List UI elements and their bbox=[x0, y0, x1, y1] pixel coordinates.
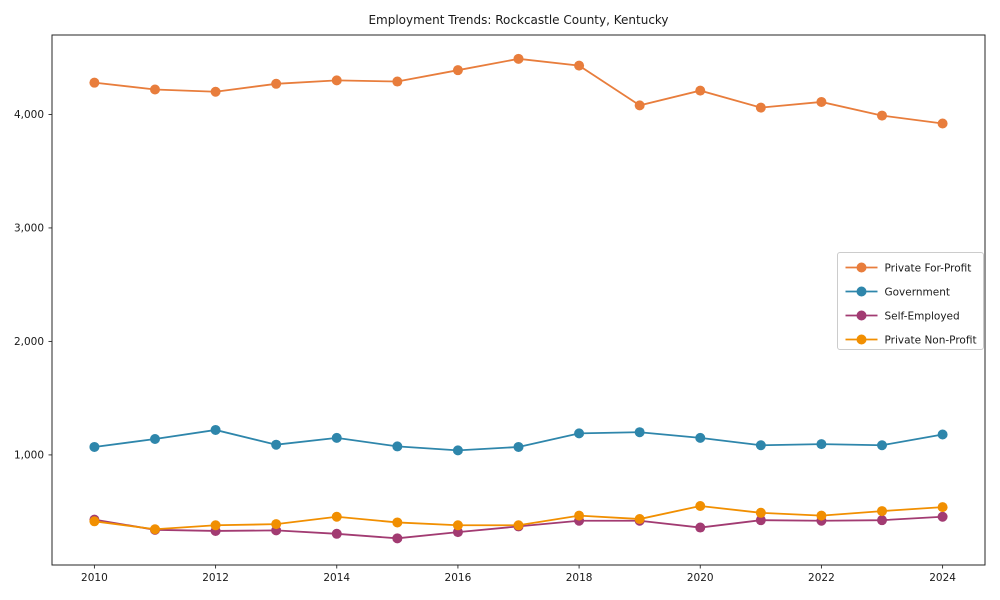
data-point bbox=[877, 440, 888, 451]
legend-label: Private For-Profit bbox=[885, 262, 972, 274]
data-point bbox=[392, 517, 403, 528]
data-point bbox=[513, 441, 524, 452]
x-tick-label: 2014 bbox=[323, 572, 350, 584]
data-point bbox=[695, 500, 706, 511]
data-point bbox=[149, 524, 160, 535]
plot-border bbox=[51, 34, 986, 566]
data-point bbox=[755, 515, 766, 526]
data-point bbox=[392, 533, 403, 544]
data-point bbox=[513, 53, 524, 64]
data-point bbox=[331, 75, 342, 86]
data-point bbox=[937, 118, 948, 129]
y-tick-label: 2,000 bbox=[14, 336, 44, 348]
series-private-for-profit bbox=[89, 53, 948, 129]
legend-box bbox=[837, 252, 984, 350]
data-point bbox=[937, 502, 948, 513]
data-point bbox=[452, 520, 463, 531]
data-point bbox=[89, 441, 100, 452]
data-point bbox=[271, 78, 282, 89]
data-point bbox=[271, 439, 282, 450]
legend-entry: Private Non-Profit bbox=[845, 334, 977, 346]
data-point bbox=[513, 520, 524, 531]
data-point bbox=[452, 445, 463, 456]
legend-marker-dot bbox=[856, 286, 867, 297]
data-point bbox=[392, 76, 403, 87]
data-point bbox=[574, 428, 585, 439]
series-private-non-profit bbox=[89, 500, 948, 535]
data-point bbox=[574, 60, 585, 71]
legend-marker-dot bbox=[856, 262, 867, 273]
data-point bbox=[877, 506, 888, 517]
data-point bbox=[89, 516, 100, 527]
data-point bbox=[149, 84, 160, 95]
data-point bbox=[937, 511, 948, 522]
data-point bbox=[816, 510, 827, 521]
data-point bbox=[755, 440, 766, 451]
data-point bbox=[574, 510, 585, 521]
data-point bbox=[392, 441, 403, 452]
data-point bbox=[634, 100, 645, 111]
chart-title: Employment Trends: Rockcastle County, Ke… bbox=[368, 13, 668, 27]
y-tick-label: 3,000 bbox=[14, 223, 44, 235]
x-tick-label: 2022 bbox=[808, 572, 835, 584]
data-point bbox=[331, 511, 342, 522]
x-tick-label: 2020 bbox=[687, 572, 714, 584]
data-point bbox=[210, 86, 221, 97]
legend: Private For-Profit Government Self-Employe… bbox=[837, 252, 984, 350]
data-point bbox=[452, 65, 463, 76]
x-tick-label: 2018 bbox=[566, 572, 593, 584]
legend-entry: Government bbox=[845, 286, 950, 298]
data-point bbox=[755, 507, 766, 518]
legend-marker-dot bbox=[856, 334, 867, 345]
data-point bbox=[210, 424, 221, 435]
y-axis: 1,000 2,000 3,000 4,000 bbox=[14, 109, 52, 462]
data-point bbox=[695, 432, 706, 443]
x-tick-label: 2012 bbox=[202, 572, 229, 584]
data-point bbox=[331, 528, 342, 539]
data-point bbox=[755, 102, 766, 113]
legend-entry: Self-Employed bbox=[845, 310, 960, 322]
legend-entry: Private For-Profit bbox=[845, 262, 972, 274]
legend-marker-dot bbox=[856, 310, 867, 321]
data-point bbox=[877, 515, 888, 526]
legend-label: Private Non-Profit bbox=[885, 334, 977, 346]
y-tick-label: 1,000 bbox=[14, 450, 44, 462]
legend-label: Government bbox=[885, 286, 950, 298]
data-point bbox=[149, 434, 160, 445]
data-point bbox=[271, 519, 282, 530]
x-tick-label: 2010 bbox=[81, 572, 108, 584]
x-axis: 2010 2012 2014 2016 2018 2020 2022 2024 bbox=[81, 565, 956, 584]
series-line bbox=[94, 57, 943, 125]
x-tick-label: 2016 bbox=[445, 572, 472, 584]
series-government bbox=[89, 424, 948, 456]
data-point bbox=[695, 522, 706, 533]
data-point bbox=[634, 514, 645, 525]
legend-label: Self-Employed bbox=[885, 310, 960, 322]
data-point bbox=[937, 429, 948, 440]
data-point bbox=[331, 432, 342, 443]
y-tick-label: 4,000 bbox=[14, 109, 44, 121]
data-point bbox=[210, 520, 221, 531]
data-point bbox=[816, 439, 827, 450]
data-point bbox=[89, 77, 100, 88]
data-point bbox=[877, 110, 888, 121]
data-point bbox=[634, 427, 645, 438]
data-point bbox=[816, 96, 827, 107]
x-tick-label: 2024 bbox=[929, 572, 956, 584]
data-point bbox=[695, 85, 706, 96]
